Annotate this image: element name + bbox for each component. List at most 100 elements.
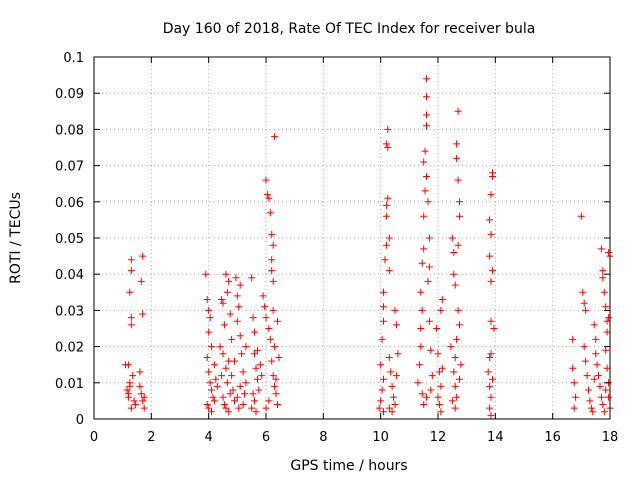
data-point [139,252,147,260]
data-point [423,75,430,83]
data-point [435,401,443,408]
data-point [220,401,228,408]
data-point [223,288,231,296]
grid-lines [94,57,610,419]
data-point [124,390,132,398]
data-point [126,288,134,296]
data-point [590,375,598,383]
data-point [275,354,283,361]
data-point [391,401,399,408]
data-point [580,299,588,307]
data-point [572,393,580,401]
data-point [213,382,221,390]
data-point [599,401,607,408]
data-point [266,209,274,217]
data-point [205,328,213,336]
data-point [453,393,461,401]
data-point [261,303,269,311]
data-point [231,397,238,405]
data-point [380,317,387,325]
data-point [427,346,435,354]
data-point [382,212,390,220]
data-point [269,241,277,249]
data-point [487,350,495,358]
data-point [251,350,258,358]
data-point [418,259,426,267]
data-point [265,194,273,202]
data-point [438,364,446,372]
data-point [219,299,227,307]
data-point [266,335,274,343]
data-point [228,372,236,380]
data-point [380,303,387,311]
data-point [394,350,402,358]
data-point [272,390,280,398]
data-point [569,364,577,372]
data-point [274,317,281,325]
y-tick-label: 0.03 [55,304,84,319]
data-point [242,343,250,351]
y-tick-label: 0.01 [55,377,84,392]
y-tick-label: 0 [76,413,84,428]
data-point [487,411,495,419]
data-point [415,361,423,369]
data-point [593,361,601,369]
data-point [425,317,433,325]
data-point [451,404,459,412]
data-point [242,379,250,387]
data-point [486,354,494,361]
data-point [570,404,578,412]
data-point [232,274,240,282]
x-tick-label: 14 [487,430,504,445]
data-point [208,408,215,416]
data-point [489,267,496,275]
x-tick-label: 10 [372,430,389,445]
data-point [269,306,277,314]
data-point [392,321,400,329]
data-point [388,382,396,390]
data-point [388,408,396,416]
data-point [265,397,273,405]
data-point [249,314,257,322]
data-point [387,368,395,376]
data-point [252,408,260,416]
data-point [586,397,594,405]
data-point [487,277,495,285]
data-point [382,241,390,249]
data-point [271,133,279,141]
data-point [423,122,430,130]
data-point [127,321,135,329]
data-point [589,408,597,416]
data-point [271,382,279,390]
data-point [268,256,276,264]
data-point [484,368,492,376]
data-point [489,375,496,383]
axis-ticks: 0 2 4 6 8 10 12 14 16 18 0 0.01 0.02 0.03 0.04 0.05 0.06… [55,51,618,445]
y-tick-label: 0.04 [55,268,84,283]
data-point [233,292,241,300]
y-tick-label: 0.08 [55,123,84,138]
data-point [583,372,591,380]
data-point [139,397,147,405]
data-point [423,393,430,401]
data-point [220,321,228,329]
x-tick-label: 0 [90,430,98,445]
data-point [582,357,590,365]
data-point [225,277,233,285]
y-tick-label: 0.02 [55,341,84,356]
data-point [231,357,238,365]
data-point [124,361,132,369]
y-tick-label: 0.1 [63,51,84,66]
data-point [127,267,135,275]
data-point [490,325,498,332]
data-point [219,393,227,401]
data-point [457,361,465,369]
data-point [453,140,461,148]
data-point [252,364,260,372]
data-point [226,310,234,318]
data-point [597,245,605,253]
data-point [587,404,595,412]
data-point [592,350,600,358]
data-points [122,75,614,419]
data-point [577,212,585,220]
